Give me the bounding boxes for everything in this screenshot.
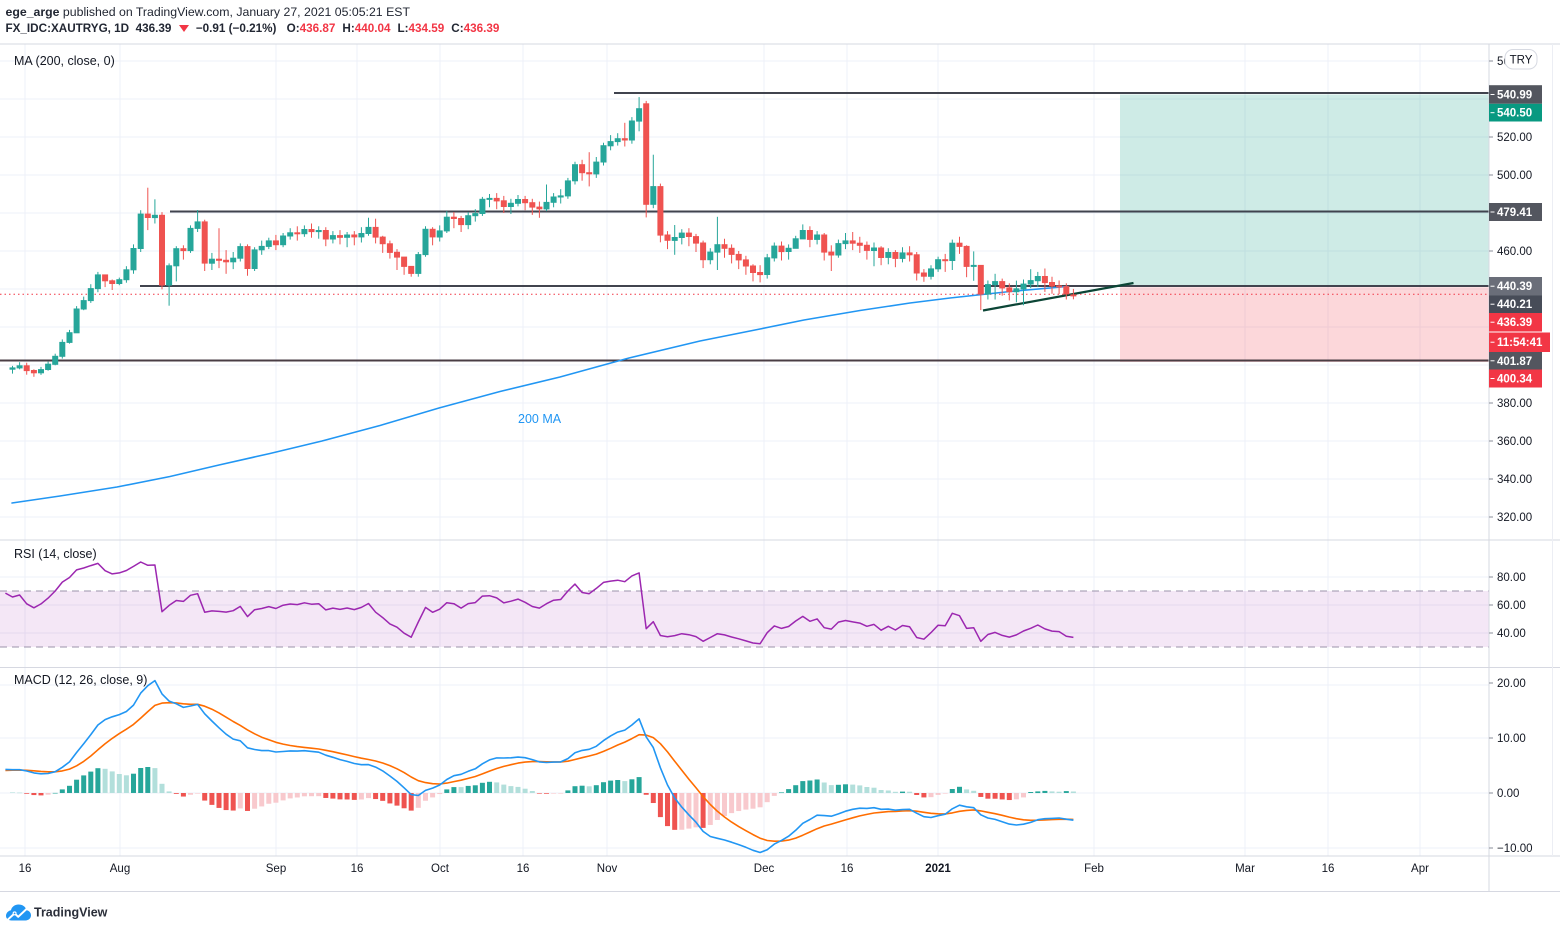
svg-text:440.39: 440.39 <box>1497 281 1532 293</box>
svg-text:60.00: 60.00 <box>1497 600 1526 612</box>
svg-text:16: 16 <box>19 863 32 875</box>
svg-text:540.99: 540.99 <box>1497 90 1532 102</box>
svg-text:40.00: 40.00 <box>1497 628 1526 640</box>
svg-text:TradingView: TradingView <box>34 906 108 920</box>
svg-text:200 MA: 200 MA <box>518 412 562 426</box>
svg-text:Mar: Mar <box>1235 863 1255 875</box>
svg-text:520.00: 520.00 <box>1497 132 1532 144</box>
svg-text:436.39: 436.39 <box>1497 317 1532 329</box>
svg-text:16: 16 <box>351 863 364 875</box>
svg-text:Feb: Feb <box>1084 863 1104 875</box>
svg-text:16: 16 <box>841 863 854 875</box>
svg-text:16: 16 <box>1322 863 1335 875</box>
svg-text:80.00: 80.00 <box>1497 572 1526 584</box>
svg-text:16: 16 <box>517 863 530 875</box>
svg-text:460.00: 460.00 <box>1497 246 1532 258</box>
svg-text:0.00: 0.00 <box>1497 788 1519 800</box>
svg-text:2021: 2021 <box>925 863 951 875</box>
svg-text:500.00: 500.00 <box>1497 170 1532 182</box>
svg-text:RSI (14, close): RSI (14, close) <box>14 547 97 561</box>
svg-text:20.00: 20.00 <box>1497 678 1526 690</box>
svg-text:Aug: Aug <box>110 863 130 875</box>
svg-text:340.00: 340.00 <box>1497 474 1532 486</box>
svg-text:320.00: 320.00 <box>1497 512 1532 524</box>
svg-text:Apr: Apr <box>1411 863 1429 875</box>
svg-text:401.87: 401.87 <box>1497 356 1532 368</box>
svg-text:10.00: 10.00 <box>1497 733 1526 745</box>
svg-text:TRY: TRY <box>1510 55 1533 67</box>
svg-text:Sep: Sep <box>266 863 286 875</box>
svg-text:400.34: 400.34 <box>1497 374 1533 386</box>
svg-text:380.00: 380.00 <box>1497 398 1532 410</box>
svg-text:540.50: 540.50 <box>1497 108 1532 120</box>
svg-text:MACD (12, 26, close, 9): MACD (12, 26, close, 9) <box>14 673 147 687</box>
svg-text:−10.00: −10.00 <box>1497 843 1533 855</box>
svg-text:360.00: 360.00 <box>1497 436 1532 448</box>
svg-text:Nov: Nov <box>597 863 618 875</box>
svg-text:479.41: 479.41 <box>1497 207 1533 219</box>
svg-text:11:54:41: 11:54:41 <box>1497 337 1543 349</box>
svg-text:Dec: Dec <box>754 863 775 875</box>
svg-text:440.21: 440.21 <box>1497 299 1533 311</box>
svg-text:Oct: Oct <box>431 863 450 875</box>
svg-text:MA (200, close, 0): MA (200, close, 0) <box>14 54 115 68</box>
